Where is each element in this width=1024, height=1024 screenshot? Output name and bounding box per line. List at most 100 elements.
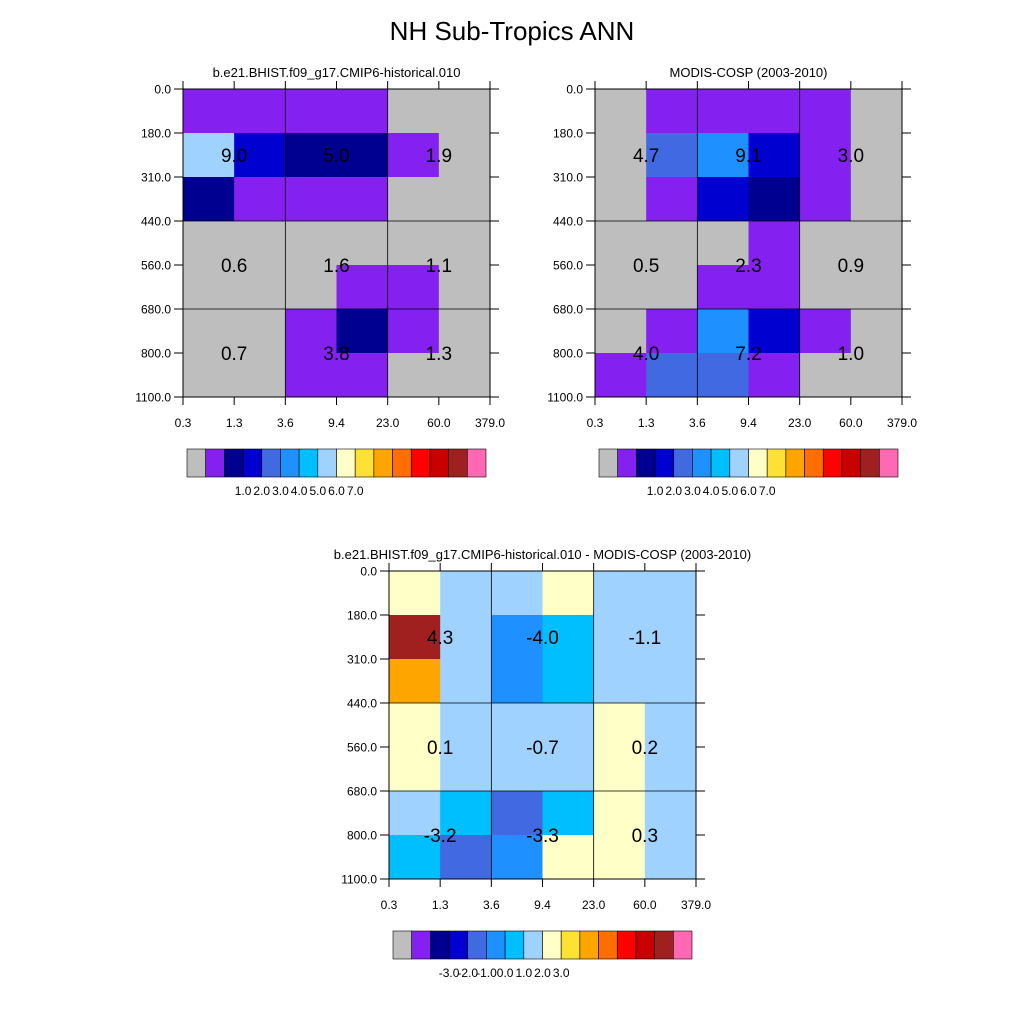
heatmap-cell — [438, 353, 491, 398]
heatmap-cell — [387, 89, 440, 134]
colorbar-swatch — [542, 930, 562, 960]
heatmap-cell — [285, 309, 337, 354]
heatmap-cell — [542, 703, 595, 748]
x-tick-label: 9.4 — [328, 416, 345, 430]
heatmap-cell — [440, 571, 492, 616]
colorbar-label: -3.0 — [439, 966, 460, 980]
colorbar-swatch — [729, 448, 749, 478]
box-value-label: 4.7 — [633, 146, 659, 167]
x-tick-label: 9.4 — [740, 416, 757, 430]
heatmap-cell — [183, 265, 235, 310]
heatmap-cell — [491, 615, 543, 660]
y-tick-label: 0.0 — [360, 565, 377, 579]
box-value-label: 3.0 — [838, 146, 864, 167]
heatmap-cell — [644, 747, 697, 792]
y-tick-label: 560.0 — [553, 259, 583, 273]
heatmap-cell — [234, 177, 286, 222]
heatmap-cell — [748, 177, 801, 222]
heatmap-cell — [183, 309, 235, 354]
y-tick-label: 1100.0 — [341, 873, 377, 887]
heatmap-cell — [748, 89, 801, 134]
heatmap-cell — [491, 835, 543, 880]
heatmap-cell — [697, 265, 749, 310]
y-tick-label: 560.0 — [141, 259, 171, 273]
x-tick-label: 0.3 — [587, 416, 604, 430]
heatmap-cell — [697, 133, 749, 178]
x-tick-label: 1.3 — [432, 898, 449, 912]
x-tick-label: 1.3 — [638, 416, 655, 430]
colorbar-swatch — [298, 448, 319, 478]
colorbar-swatch — [410, 448, 431, 478]
x-tick-label: 60.0 — [839, 416, 863, 430]
box-value-label: -3.3 — [526, 826, 559, 847]
colorbar-swatch — [430, 930, 450, 960]
heatmap-cell — [389, 659, 441, 704]
heatmap-cell — [748, 265, 801, 310]
heatmap-cell — [644, 835, 697, 880]
colorbar-label: 3.0 — [684, 484, 701, 498]
x-tick-label: 1.3 — [226, 416, 243, 430]
heatmap-cell — [234, 265, 286, 310]
box-value-label: 1.6 — [323, 256, 349, 277]
box-value-label: 0.7 — [221, 344, 247, 365]
heatmap-cell — [389, 747, 441, 792]
colorbar-swatch — [785, 448, 805, 478]
colorbar-label: 1.0 — [515, 966, 532, 980]
colorbar-swatch — [373, 448, 393, 478]
box-value-label: 9.1 — [735, 146, 761, 167]
heatmap-cell — [438, 177, 491, 222]
heatmap-cell — [748, 133, 801, 178]
heatmap-cell — [389, 703, 441, 748]
panel-difference: b.e21.BHIST.f09_g17.CMIP6-historical.010… — [334, 547, 751, 980]
heatmap-cell — [697, 309, 749, 354]
colorbar-swatch — [392, 930, 412, 960]
colorbar-label: 0.0 — [497, 966, 514, 980]
heatmap-cell — [850, 221, 903, 266]
heatmap-cell — [387, 177, 440, 222]
colorbar-swatch — [598, 448, 618, 478]
heatmap-cell — [336, 177, 389, 222]
y-tick-label: 0.0 — [154, 83, 171, 97]
colorbar-swatch — [448, 930, 469, 960]
heatmap-cell — [850, 309, 903, 354]
box-value-label: 9.0 — [221, 146, 247, 167]
box-value-label: 5.0 — [323, 146, 349, 167]
colorbar-swatch — [317, 448, 337, 478]
colorbar-swatch — [617, 448, 637, 478]
colorbar-swatch — [654, 448, 675, 478]
box-value-label: 0.2 — [632, 738, 658, 759]
heatmap-cell — [644, 659, 697, 704]
heatmap-cell — [646, 353, 698, 398]
colorbar-swatch — [616, 930, 637, 960]
heatmap-cell — [850, 133, 903, 178]
heatmap-cell — [336, 89, 389, 134]
box-value-label: 1.3 — [426, 344, 452, 365]
heatmap-cell — [183, 221, 235, 266]
heatmap-cell — [799, 265, 852, 310]
heatmap-cell — [438, 89, 491, 134]
colorbar-swatch — [673, 448, 693, 478]
heatmap-cell — [542, 791, 595, 836]
box-value-label: 4.3 — [427, 628, 453, 649]
heatmap-cell — [595, 133, 647, 178]
y-tick-label: 180.0 — [141, 127, 171, 141]
heatmap-cell — [285, 265, 337, 310]
heatmap-cell — [595, 89, 647, 134]
box-value-label: 4.0 — [633, 344, 659, 365]
panel-title-model: b.e21.BHIST.f09_g17.CMIP6-historical.010 — [213, 65, 461, 80]
colorbar-swatch — [710, 448, 731, 478]
x-tick-label: 0.3 — [175, 416, 192, 430]
heatmap-cell — [285, 221, 337, 266]
heatmap-cell — [646, 265, 698, 310]
colorbar-swatch — [636, 448, 656, 478]
heatmap-cell — [491, 659, 543, 704]
colorbar-swatch — [766, 448, 787, 478]
y-tick-label: 0.0 — [566, 83, 583, 97]
colorbar-swatch — [486, 930, 506, 960]
colorbar-label: 3.0 — [272, 484, 289, 498]
heatmap-cell — [593, 835, 646, 880]
colorbar-swatch — [280, 448, 300, 478]
box-value-label: -4.0 — [526, 628, 559, 649]
y-tick-label: 440.0 — [347, 697, 377, 711]
heatmap-cell — [438, 265, 491, 310]
